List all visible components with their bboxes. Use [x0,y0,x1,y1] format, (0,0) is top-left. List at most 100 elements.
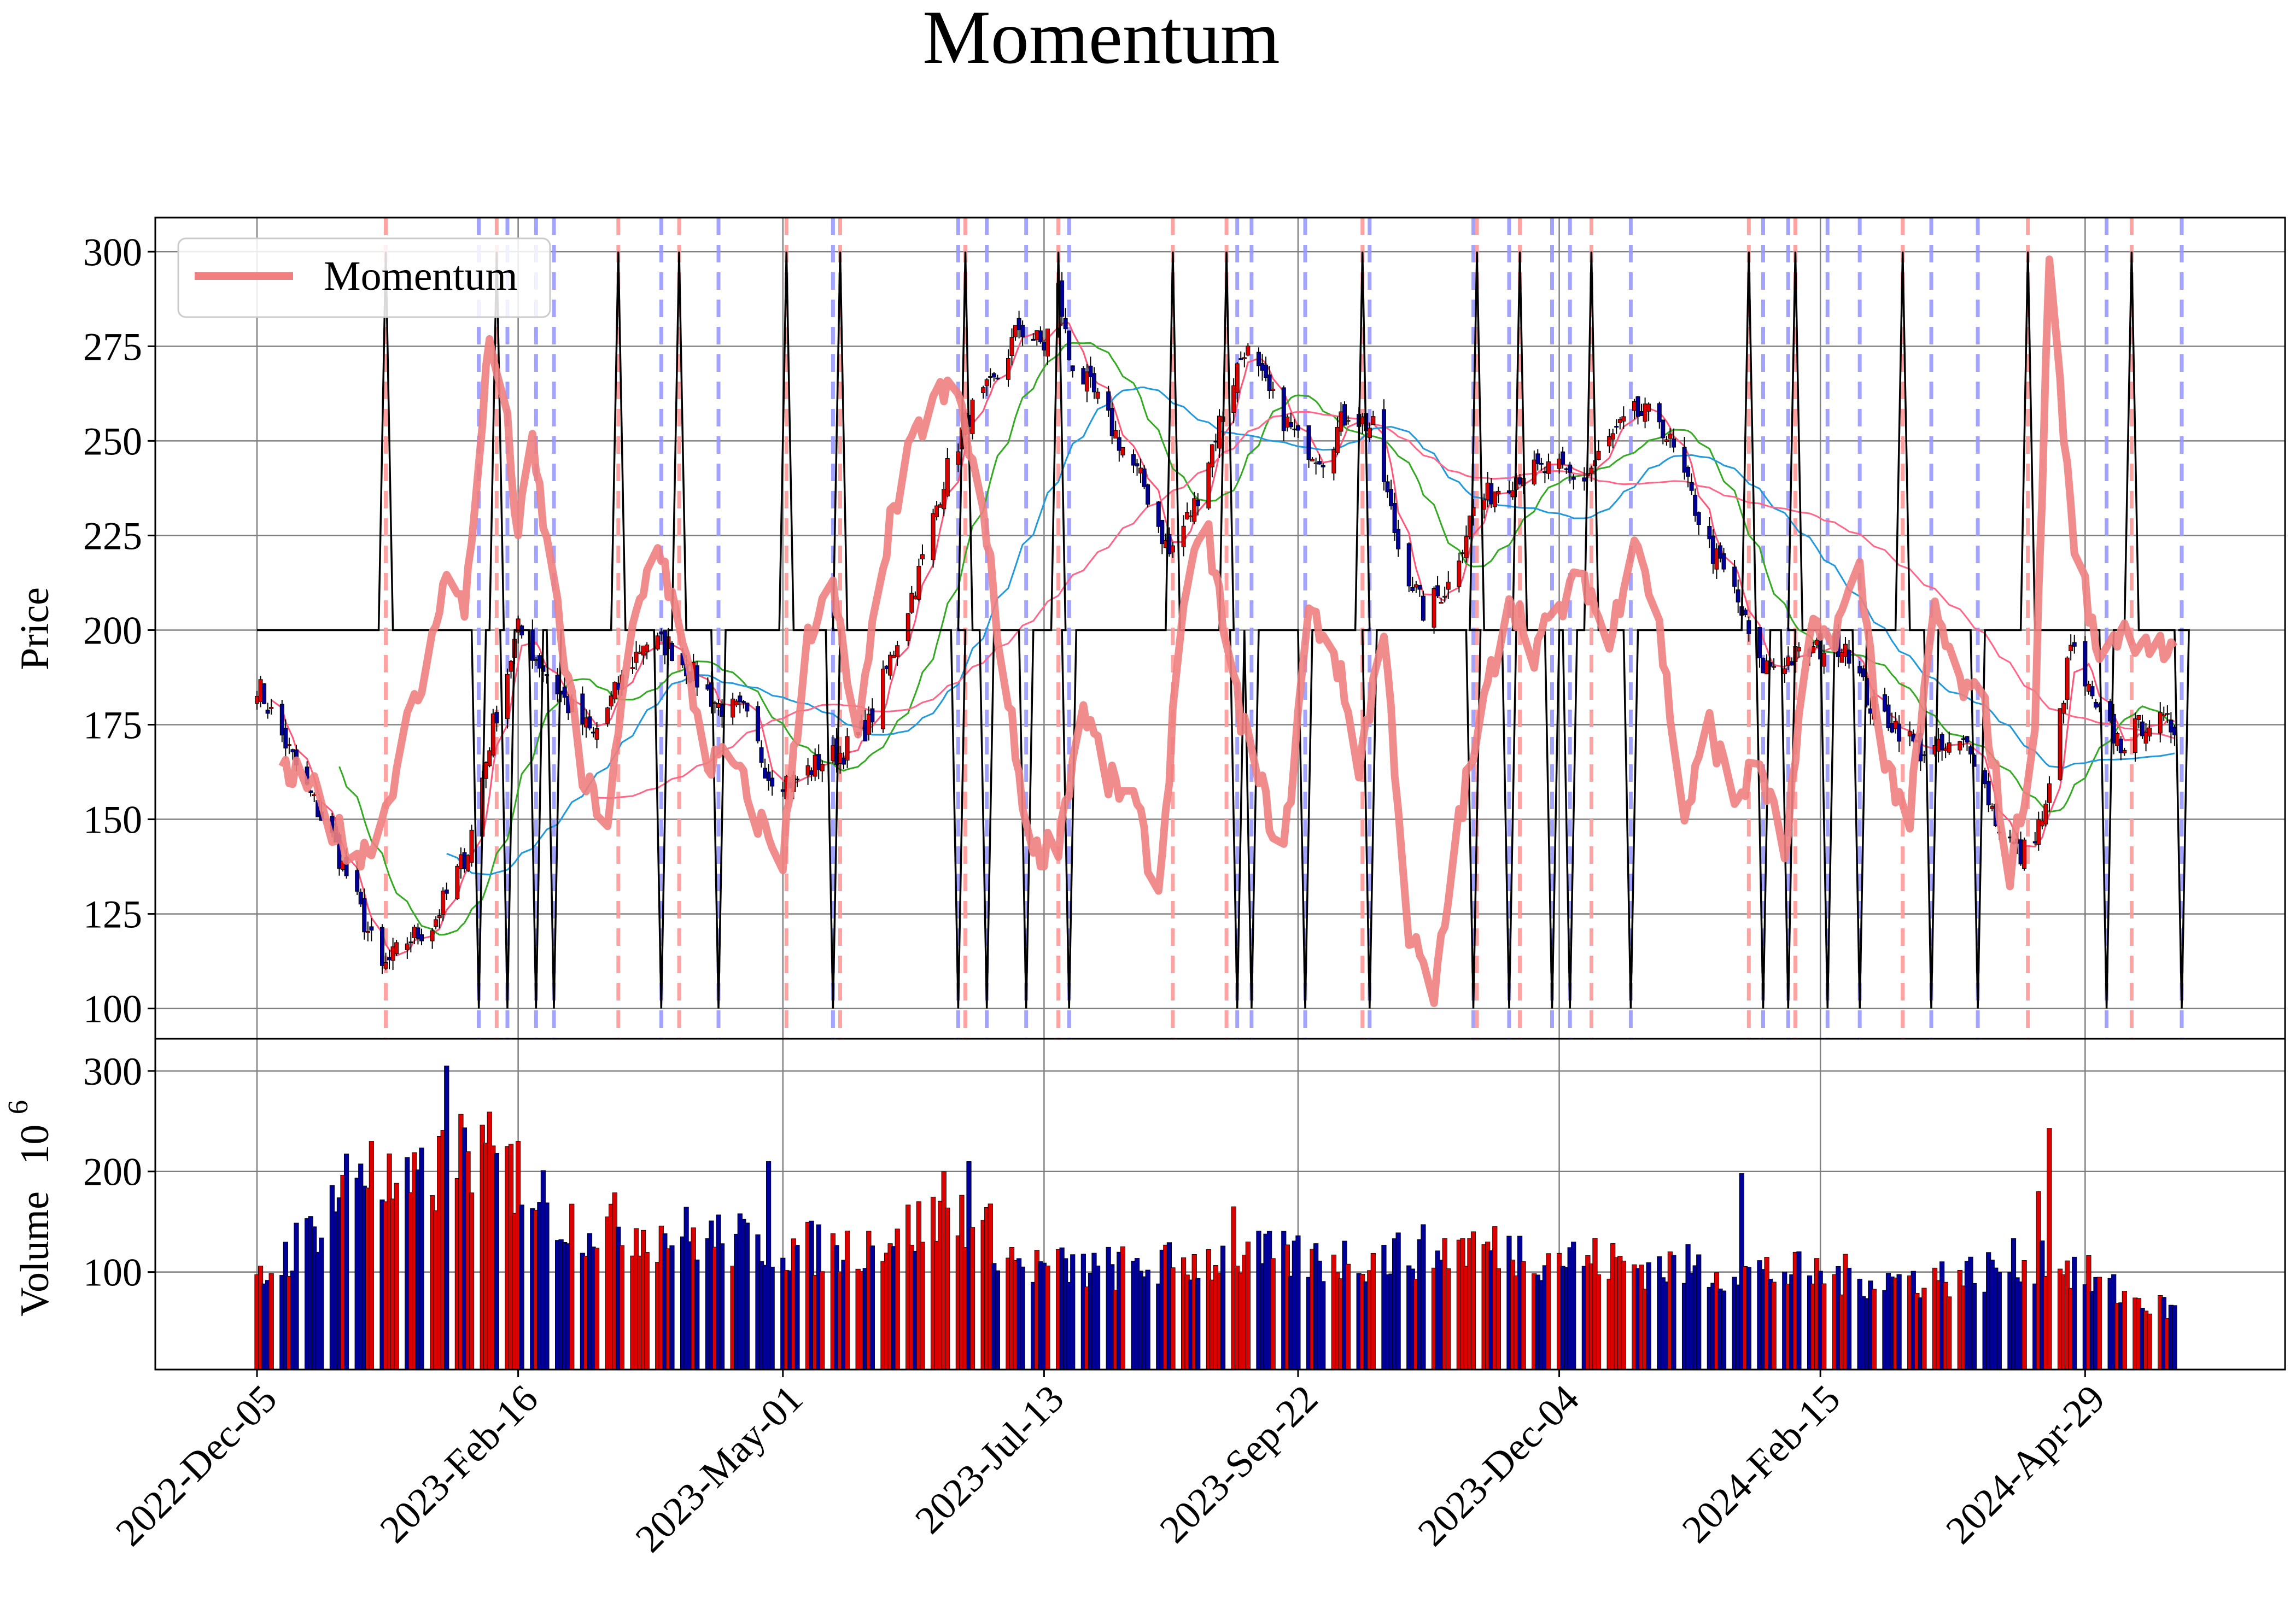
candle-down [809,770,814,775]
candle-down [1921,754,1926,756]
volume-bar [519,1204,524,1370]
candle-up [1646,403,1651,412]
volume-bar [2096,1277,2102,1370]
candle-up [638,651,642,654]
volume-bar [1871,1289,1877,1370]
candle-up [1360,416,1365,424]
candle-down [1392,503,1397,534]
candle-down [562,686,567,698]
candle-down [1396,529,1401,549]
candle-up [1621,416,1626,422]
candle-down [262,683,267,704]
candle-up [1339,411,1343,432]
candle-up [866,713,871,735]
volume-bar [1646,1262,1651,1370]
candle-up [970,399,975,434]
volume-bar [1421,1224,1426,1370]
candle-down [1561,451,1565,465]
candle-down [1410,587,1415,591]
candle-up [880,669,885,729]
candle-up [1907,731,1912,736]
volume-bar [744,1222,750,1370]
candle-up [612,682,617,700]
volume-bar [544,1202,550,1370]
volume-bar [1596,1274,1602,1370]
volume-bar [1045,1265,1050,1370]
volume-bar [343,1154,349,1370]
candle-down [2169,719,2174,733]
volume-bar [945,1207,950,1370]
candle-down [1757,627,1762,659]
candle-down [1489,483,1494,505]
price-y-tick-label: 225 [83,514,142,558]
candle-up [1367,428,1372,438]
candle-up [2122,750,2127,753]
candle-up [1181,525,1186,547]
candle-up [1432,588,1436,628]
candle-down [1256,352,1261,366]
candle-down [1707,525,1712,540]
candle-down [1743,609,1748,616]
candle-up [516,618,521,633]
volume-bar [2047,1128,2052,1370]
candle-up [1235,363,1240,393]
candle-up [909,593,914,613]
volume-bar [1796,1251,1802,1370]
candle-down [1020,324,1025,338]
candle-down [2090,686,2095,697]
candle-up [1206,463,1211,508]
candle-down [1381,409,1386,482]
candle-down [1146,484,1150,505]
volume-bar [1195,1278,1201,1370]
candle-up [437,915,442,918]
candle-down [1983,770,1988,785]
candle-up [1095,391,1100,399]
volume-panel-frame [154,1038,2286,1371]
candle-down [1671,438,1676,448]
candle-down [2072,642,2077,647]
candle-up [1485,482,1490,500]
candle-up [1632,401,1637,411]
candle-up [891,654,896,658]
candle-down [2093,701,2098,708]
candle-up [1009,337,1014,356]
candle-up [716,703,721,708]
volume-bar [1070,1254,1076,1370]
candle-down [387,957,392,961]
signal-lines [384,218,2184,1039]
candle-up [1242,357,1247,360]
candle-down [1564,468,1569,470]
candle-up [434,919,439,927]
candle-down [1106,391,1111,411]
candle-down [1535,453,1540,464]
candle-up [1557,458,1562,469]
moving-average-long [446,386,2175,876]
candle-up [605,707,610,724]
candle-down [1088,365,1093,377]
candle-up [1510,490,1515,498]
candle-down [1568,465,1573,473]
candle-up [981,387,986,393]
candle-up [594,728,599,740]
candle-down [1939,734,1944,751]
candle-up [405,943,410,950]
candle-up [1839,652,1844,663]
candle-up [2058,708,2063,780]
candle-down [283,728,288,748]
candle-up [1496,490,1501,495]
candle-up [1492,492,1497,507]
volume-bar [1746,1267,1751,1370]
candle-down [1295,425,1300,431]
candle-down [2018,839,2023,864]
candle-down [1886,704,1891,728]
volume-bar [1921,1288,1927,1370]
candle-up [1310,459,1315,461]
candle-down [1686,467,1691,477]
volume-y-tick-label: 100 [83,1251,142,1295]
volume-bar [1671,1255,1676,1370]
candle-up [1013,325,1018,337]
candle-down [530,629,535,661]
candle-down [1260,363,1265,371]
candle-up [895,645,900,657]
candle-down [358,891,363,905]
